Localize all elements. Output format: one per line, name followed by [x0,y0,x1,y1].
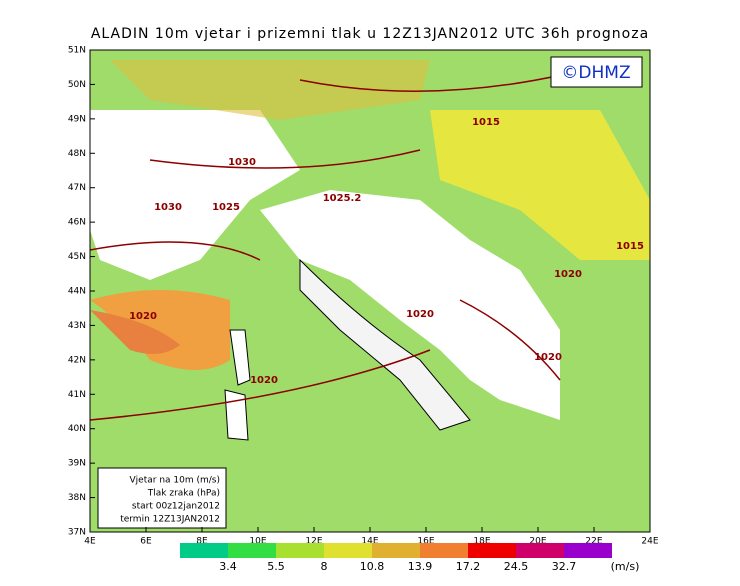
isobar-label: 1015 [616,241,644,252]
lat-label: 38N [68,493,86,503]
land [260,190,560,420]
land [90,110,300,280]
lon-label: 10E [249,537,266,547]
colorbar-level: 24.5 [504,560,529,573]
colorbar-swatch [276,543,324,558]
wind-patch [110,60,430,120]
italy [299,258,471,431]
lon-label: 4E [84,537,96,547]
lat-label: 43N [68,321,86,331]
wind-patch [430,110,650,260]
lat-label: 44N [68,287,86,297]
colorbar-swatch [564,543,612,558]
wind-patch [90,310,180,354]
colorbar-level: 8 [321,560,328,573]
colorbar-level: 13.9 [408,560,433,573]
wind-patch [90,290,230,370]
colorbar-swatch [468,543,516,558]
colorbar-level: 32.7 [552,560,577,573]
isobar-label: 1020 [554,269,582,280]
isobar-line [89,59,621,421]
colorbar-swatch [180,543,228,558]
colorbar-swatch [228,543,276,558]
islands [224,329,251,441]
lon-label: 22E [585,537,602,547]
lat-label: 47N [68,183,86,193]
lon-label: 24E [641,537,658,547]
lat-label: 50N [68,80,86,90]
colorbar-level: 5.5 [267,560,285,573]
lat-label: 37N [68,528,86,538]
lat-label: 45N [68,252,86,262]
colorbar-level: 17.2 [456,560,481,573]
info-line: Tlak zraka (hPa) [147,489,220,499]
colorbar-unit: (m/s) [611,560,640,573]
lat-label: 41N [68,390,86,400]
lat-label: 42N [68,355,86,365]
lon-label: 18E [473,537,490,547]
isobar-label: 1025.2 [323,193,362,204]
colorbar-level: 3.4 [219,560,237,573]
lon-label: 8E [196,537,208,547]
isobar-label: 1020 [129,311,157,322]
isobar-label: 1030 [228,157,256,168]
map [89,50,650,532]
isobar-label: 1025 [212,202,240,213]
colorbar-swatch [372,543,420,558]
lat-label: 49N [68,114,86,124]
title: ALADIN 10m vjetar i prizemni tlak u 12Z1… [91,26,649,42]
lat-label: 46N [68,218,86,228]
info-line: start 00z12jan2012 [132,502,220,512]
lat-label: 39N [68,459,86,469]
colorbar-swatch [324,543,372,558]
lon-label: 14E [361,537,378,547]
colorbar-level: 10.8 [360,560,385,573]
lat-label: 51N [68,46,86,56]
logo: ©DHMZ [561,63,630,83]
info-box [97,467,227,529]
isobar-label: 1020 [406,309,434,320]
lon-label: 16E [417,537,434,547]
lon-label: 6E [140,537,152,547]
isobar-label: 1020 [534,352,562,363]
isobar-label: 1015 [472,117,500,128]
colorbar-swatch [516,543,564,558]
colorbar-swatch [420,543,468,558]
lat-label: 40N [68,424,86,434]
info-line: Vjetar na 10m (m/s) [130,476,220,486]
isobar-label: 1030 [154,202,182,213]
info-line: termin 12Z13JAN2012 [120,515,220,525]
isobar-label: 1020 [250,375,278,386]
lat-label: 48N [68,149,86,159]
lon-label: 12E [305,537,322,547]
lon-label: 20E [529,537,546,547]
logo-box [550,56,643,88]
